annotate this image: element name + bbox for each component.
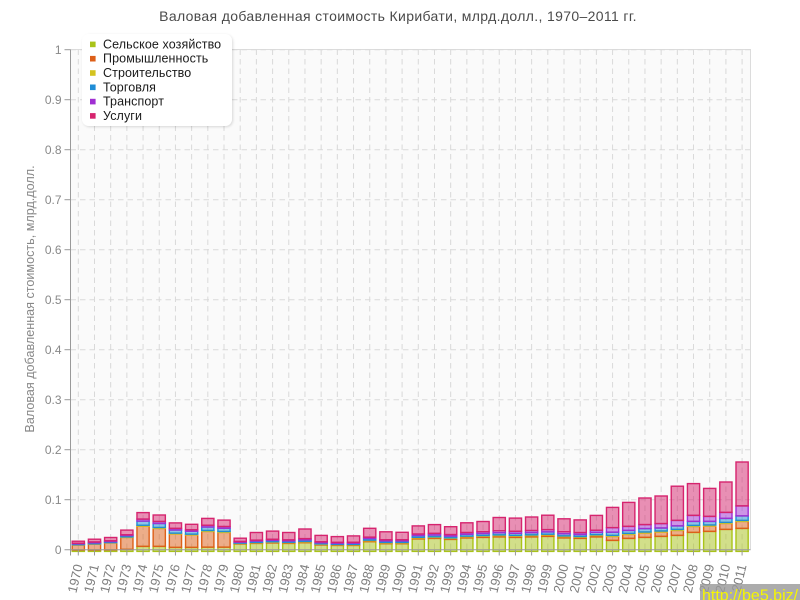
svg-text:1977: 1977 [178, 563, 199, 595]
svg-text:Торговля: Торговля [103, 80, 156, 94]
svg-text:0.9: 0.9 [45, 93, 62, 107]
svg-text:1981: 1981 [243, 563, 264, 595]
svg-text:2007: 2007 [664, 563, 685, 595]
svg-text:Промышленность: Промышленность [103, 52, 208, 66]
svg-text:1996: 1996 [486, 563, 507, 595]
svg-text:1978: 1978 [194, 563, 215, 595]
svg-text:2001: 2001 [566, 563, 587, 595]
svg-text:1993: 1993 [437, 563, 458, 595]
svg-text:1984: 1984 [291, 563, 312, 595]
svg-text:1974: 1974 [129, 563, 150, 595]
svg-text:2002: 2002 [583, 563, 604, 595]
svg-text:0.7: 0.7 [45, 193, 62, 207]
svg-text:1990: 1990 [388, 563, 409, 595]
svg-text:Сельское хозяйство: Сельское хозяйство [103, 37, 221, 51]
svg-text:1992: 1992 [421, 563, 442, 595]
svg-text:Валовая добавленная стоимость,: Валовая добавленная стоимость, млрд.долл… [23, 165, 37, 432]
svg-text:1997: 1997 [502, 563, 523, 595]
svg-text:2004: 2004 [615, 563, 636, 595]
svg-text:1983: 1983 [275, 563, 296, 595]
svg-text:1986: 1986 [324, 563, 345, 595]
svg-text:Услуги: Услуги [103, 109, 142, 123]
svg-text:1999: 1999 [534, 563, 555, 595]
svg-text:2008: 2008 [680, 563, 701, 595]
svg-text:1971: 1971 [81, 563, 102, 595]
svg-text:1972: 1972 [97, 563, 118, 595]
svg-text:2005: 2005 [631, 563, 652, 595]
svg-text:1976: 1976 [162, 563, 183, 595]
svg-text:Транспорт: Транспорт [103, 95, 164, 109]
svg-text:0.5: 0.5 [45, 293, 62, 307]
svg-text:1994: 1994 [453, 563, 474, 595]
svg-text:1970: 1970 [65, 563, 86, 595]
svg-text:2000: 2000 [550, 563, 571, 595]
svg-text:1985: 1985 [307, 563, 328, 595]
svg-text:0.4: 0.4 [45, 343, 62, 357]
svg-text:1998: 1998 [518, 563, 539, 595]
svg-text:1995: 1995 [469, 563, 490, 595]
svg-text:1982: 1982 [259, 563, 280, 595]
svg-text:1991: 1991 [405, 563, 426, 595]
svg-text:0.8: 0.8 [45, 143, 62, 157]
svg-text:1980: 1980 [227, 563, 248, 595]
svg-text:1987: 1987 [340, 563, 361, 595]
svg-text:0.6: 0.6 [45, 243, 62, 257]
svg-text:0.1: 0.1 [45, 493, 62, 507]
svg-text:1: 1 [55, 43, 62, 57]
svg-text:Строительство: Строительство [103, 66, 191, 80]
svg-text:1973: 1973 [113, 563, 134, 595]
svg-text:0: 0 [55, 543, 62, 557]
svg-text:2003: 2003 [599, 563, 620, 595]
svg-text:0.3: 0.3 [45, 393, 62, 407]
svg-text:1989: 1989 [372, 563, 393, 595]
svg-text:2006: 2006 [647, 563, 668, 595]
svg-text:1979: 1979 [210, 563, 231, 595]
svg-text:1975: 1975 [146, 563, 167, 595]
svg-text:0.2: 0.2 [45, 443, 62, 457]
svg-text:http://be5.biz/: http://be5.biz/ [702, 588, 799, 600]
svg-text:1988: 1988 [356, 563, 377, 595]
svg-text:Валовая добавленная стоимость: Валовая добавленная стоимость Кирибати, … [159, 8, 637, 24]
